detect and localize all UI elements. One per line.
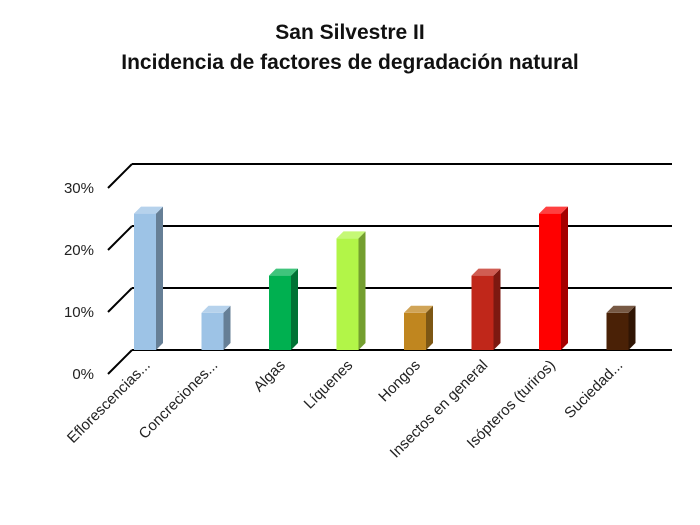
grid-depth-line: [107, 225, 133, 251]
bar-front: [269, 275, 291, 350]
bar-side: [156, 206, 163, 350]
bar-front: [606, 312, 629, 350]
bar-top: [404, 305, 433, 313]
x-category-label: Algas: [250, 357, 289, 396]
bar-front: [539, 213, 561, 350]
bar-top: [336, 231, 366, 239]
bar-top: [606, 305, 636, 313]
bar-front: [404, 312, 426, 350]
bar-front: [336, 238, 359, 350]
bar-side: [291, 268, 298, 350]
bar-top: [201, 305, 231, 313]
bar: [134, 206, 163, 350]
bar: [201, 305, 231, 350]
bar-side: [628, 305, 636, 350]
bar-top: [134, 206, 163, 214]
bar-front: [134, 213, 156, 350]
y-tick-label: 0%: [72, 366, 94, 383]
bar-top: [269, 268, 298, 276]
grid-depth-line: [107, 163, 133, 189]
bar: [539, 206, 568, 350]
chart-title: San Silvestre II Incidencia de factores …: [0, 18, 700, 78]
x-category-label: Hongos: [375, 357, 424, 406]
bar-side: [493, 268, 501, 350]
bar: [269, 268, 298, 350]
x-category-label: Suciedad...: [561, 357, 626, 422]
y-tick-label: 20%: [64, 242, 94, 259]
bar-side: [426, 305, 433, 350]
bar-top: [539, 206, 568, 214]
y-tick-label: 10%: [64, 304, 94, 321]
y-tick-label: 30%: [64, 180, 94, 197]
grid-depth-line: [107, 287, 133, 313]
bar: [336, 231, 366, 350]
bar-side: [223, 305, 231, 350]
bar-side: [561, 206, 568, 350]
bar-front: [201, 312, 224, 350]
bar-side: [358, 231, 366, 350]
chart-title-line-2: Incidencia de factores de degradación na…: [121, 51, 579, 74]
bar: [404, 305, 433, 350]
x-category-label: Líquenes: [301, 357, 357, 413]
chart-title-line-1: San Silvestre II: [275, 21, 425, 44]
bar-top: [471, 268, 501, 276]
bar: [471, 268, 501, 350]
grid-depth-line: [107, 349, 133, 375]
bar: [606, 305, 636, 350]
bar-front: [471, 275, 494, 350]
